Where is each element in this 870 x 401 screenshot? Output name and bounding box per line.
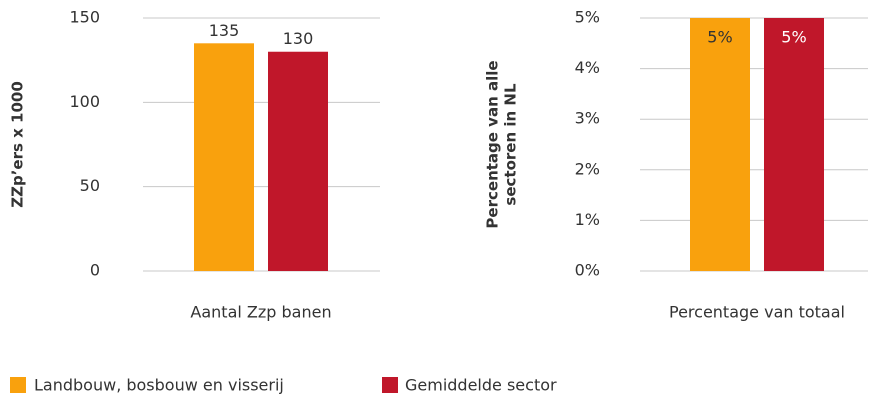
- y-axis-label: sectoren in NL: [502, 83, 520, 206]
- y-tick-label: 1%: [575, 210, 600, 229]
- y-axis-label: ZZp’ers x 1000: [9, 81, 27, 208]
- y-axis-label: Percentage van alle: [484, 60, 502, 228]
- bar: [764, 18, 824, 271]
- x-tick-label: Aantal Zzp banen: [190, 303, 331, 322]
- x-tick-label: Percentage van totaal: [669, 303, 845, 322]
- bar: [690, 18, 750, 271]
- data-label: 130: [283, 29, 314, 48]
- y-tick-label: 0%: [575, 261, 600, 280]
- y-tick-label: 0: [90, 261, 100, 280]
- legend-swatch: [382, 377, 398, 393]
- y-tick-label: 100: [69, 92, 100, 111]
- y-tick-label: 50: [80, 176, 100, 195]
- bar: [268, 51, 328, 271]
- data-label: 135: [209, 21, 240, 40]
- data-label: 5%: [781, 28, 806, 47]
- y-tick-label: 4%: [575, 58, 600, 77]
- legend-label: Landbouw, bosbouw en visserij: [34, 376, 284, 395]
- y-tick-label: 2%: [575, 159, 600, 178]
- y-tick-label: 3%: [575, 109, 600, 128]
- y-tick-label: 5%: [575, 8, 600, 27]
- legend-swatch: [10, 377, 26, 393]
- y-tick-label: 150: [69, 8, 100, 27]
- legend-label: Gemiddelde sector: [405, 376, 557, 395]
- bar: [194, 43, 254, 271]
- data-label: 5%: [707, 28, 732, 47]
